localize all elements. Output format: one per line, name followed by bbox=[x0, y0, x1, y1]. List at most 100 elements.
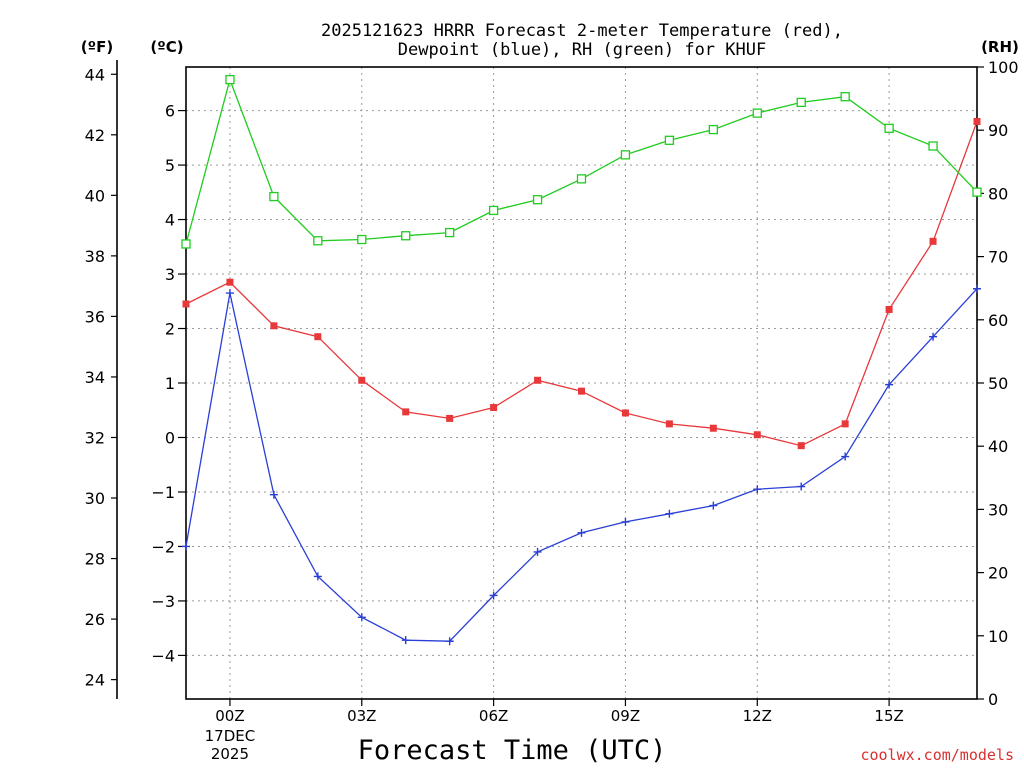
x-tick-date-label: 17DEC bbox=[205, 727, 256, 745]
rh-point bbox=[313, 236, 323, 246]
dewpoint-point bbox=[401, 636, 410, 645]
data-series bbox=[181, 74, 982, 646]
x-axis-label: Forecast Time (UTC) bbox=[358, 735, 667, 766]
fahrenheit-tick-label: 34 bbox=[85, 368, 105, 387]
series-dewpoint bbox=[182, 284, 981, 646]
dewpoint-point bbox=[225, 289, 234, 298]
rh-point bbox=[884, 123, 894, 133]
fahrenheit-tick-label: 26 bbox=[85, 610, 105, 629]
rh-point bbox=[708, 124, 718, 135]
x-tick-label: 06Z bbox=[479, 707, 508, 725]
fahrenheit-unit-label: (ºF) bbox=[81, 38, 113, 56]
rh-tick-label: 90 bbox=[988, 121, 1008, 140]
temperature-point bbox=[226, 278, 234, 286]
celsius-tick-label: 0 bbox=[165, 428, 175, 447]
dewpoint-point bbox=[313, 572, 322, 581]
series-temperature bbox=[182, 117, 981, 450]
rh-tick-label: 20 bbox=[988, 564, 1008, 583]
rh-point bbox=[796, 97, 806, 108]
temperature-point bbox=[534, 376, 542, 384]
temperature-point bbox=[753, 431, 761, 439]
axes bbox=[116, 60, 978, 700]
dewpoint-point bbox=[753, 485, 762, 494]
temperature-point bbox=[578, 387, 585, 395]
x-tick-label: 03Z bbox=[347, 707, 376, 725]
rh-tick-label: 100 bbox=[988, 58, 1019, 77]
dewpoint-point bbox=[621, 517, 630, 526]
celsius-tick-label: −3 bbox=[151, 592, 175, 611]
rh-tick-label: 60 bbox=[988, 311, 1008, 330]
dewpoint-point bbox=[665, 509, 674, 518]
rh-unit-label: (RH) bbox=[981, 38, 1019, 56]
temperature-point bbox=[270, 322, 278, 330]
temperature-point bbox=[314, 333, 322, 341]
celsius-tick-label: 5 bbox=[165, 156, 175, 175]
watermark-text: coolwx.com/models bbox=[860, 746, 1014, 764]
rh-tick-label: 50 bbox=[988, 374, 1008, 393]
celsius-tick-label: 2 bbox=[165, 320, 175, 339]
temperature-point bbox=[402, 408, 410, 416]
rh-point bbox=[840, 92, 850, 102]
celsius-tick-label: 1 bbox=[165, 374, 175, 393]
rh-point bbox=[357, 234, 367, 245]
chart-title-line1: 2025121623 HRRR Forecast 2-meter Tempera… bbox=[321, 21, 843, 41]
fahrenheit-tick-label: 44 bbox=[85, 65, 105, 84]
rh-point bbox=[401, 231, 411, 241]
temperature-point bbox=[885, 305, 893, 313]
temperature-point bbox=[358, 376, 366, 384]
dewpoint-point bbox=[709, 501, 718, 510]
rh-tick-label: 0 bbox=[988, 690, 998, 709]
celsius-tick-label: −1 bbox=[151, 483, 175, 502]
dewpoint-point bbox=[841, 452, 850, 461]
temperature-point bbox=[665, 420, 673, 428]
rh-tick-label: 40 bbox=[988, 437, 1008, 456]
temperature-point bbox=[446, 414, 454, 422]
rh-point bbox=[532, 195, 543, 205]
celsius-tick-label: −4 bbox=[151, 646, 175, 665]
gridlines bbox=[186, 67, 977, 699]
rh-point bbox=[620, 150, 631, 160]
rh-point bbox=[972, 187, 982, 197]
rh-tick-label: 70 bbox=[988, 248, 1008, 267]
rh-point bbox=[488, 205, 499, 216]
temperature-line bbox=[185, 121, 978, 447]
temperature-point bbox=[490, 404, 498, 412]
x-tick-label: 09Z bbox=[611, 707, 640, 725]
temperature-point bbox=[621, 409, 629, 417]
fahrenheit-tick-label: 40 bbox=[85, 186, 105, 205]
dewpoint-point bbox=[489, 591, 498, 600]
temperature-point bbox=[182, 300, 190, 308]
x-tick-label: 15Z bbox=[874, 707, 903, 725]
rh-tick-label: 80 bbox=[988, 184, 1008, 203]
dewpoint-point bbox=[885, 380, 894, 389]
temperature-point bbox=[929, 237, 937, 245]
celsius-tick-label: 4 bbox=[165, 211, 175, 230]
series-rh bbox=[181, 74, 982, 249]
fahrenheit-tick-label: 38 bbox=[85, 247, 105, 266]
x-tick-label: 00Z bbox=[215, 707, 244, 725]
temperature-point bbox=[709, 424, 717, 432]
temperature-point bbox=[973, 117, 981, 125]
rh-point bbox=[445, 227, 455, 238]
rh-point bbox=[225, 74, 235, 85]
dewpoint-point bbox=[577, 528, 586, 537]
temperature-point bbox=[841, 420, 849, 428]
celsius-tick-label: 3 bbox=[165, 265, 175, 284]
celsius-unit-label: (ºC) bbox=[150, 38, 183, 56]
dewpoint-point bbox=[797, 482, 806, 491]
rh-point bbox=[752, 108, 762, 118]
rh-point bbox=[576, 174, 587, 184]
temperature-point bbox=[797, 442, 805, 450]
celsius-tick-label: −2 bbox=[151, 537, 175, 556]
rh-point bbox=[928, 141, 938, 151]
dewpoint-point bbox=[533, 547, 542, 556]
rh-tick-label: 30 bbox=[988, 500, 1008, 519]
fahrenheit-tick-label: 24 bbox=[85, 671, 105, 690]
celsius-tick-label: 6 bbox=[165, 102, 175, 121]
fahrenheit-tick-label: 36 bbox=[85, 307, 105, 326]
rh-point bbox=[269, 191, 279, 202]
dewpoint-line bbox=[185, 288, 978, 642]
dewpoint-point bbox=[357, 613, 366, 622]
